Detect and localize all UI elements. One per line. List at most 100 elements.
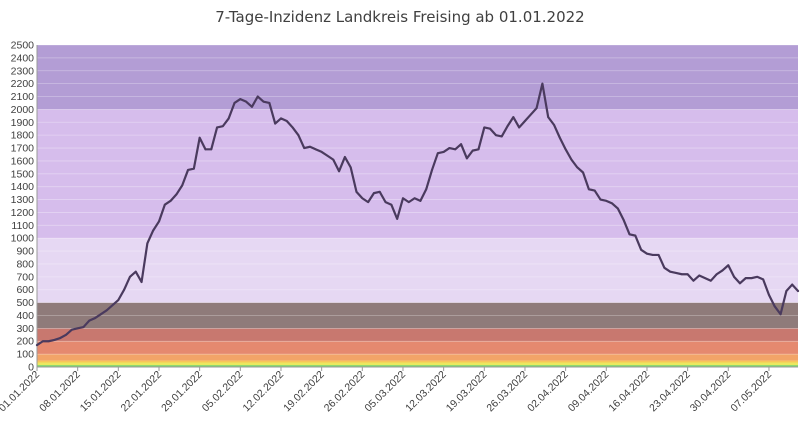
data-point [134,270,137,273]
data-point [227,117,230,120]
incidence-line [35,82,800,347]
band-4 [37,341,798,355]
data-point [355,190,358,193]
data-point [495,134,497,137]
y-tick-label: 2400 [11,52,35,64]
data-point [70,328,73,331]
data-point [773,305,776,308]
data-point [105,309,108,312]
data-point [390,203,393,206]
x-tick-label: 16.04.2022 [606,369,652,415]
data-point [460,143,462,146]
data-point [669,270,672,273]
data-point [593,189,596,192]
data-point [204,148,207,151]
data-point [158,220,160,223]
data-point [343,156,346,158]
data-point [733,275,735,278]
data-point [739,282,741,285]
data-point [448,147,451,149]
data-point [152,229,155,232]
y-tick-label: 2300 [11,65,35,77]
data-point [454,148,457,151]
series-layer [35,82,800,347]
data-point [715,273,718,276]
data-point [587,188,590,191]
y-tick-label: 1300 [11,194,35,206]
data-point [506,125,509,128]
x-tick-label: 08.01.2022 [37,369,83,415]
band-2 [37,360,798,363]
data-point [163,203,166,206]
x-tick-label: 12.03.2022 [403,369,449,415]
data-point [47,340,50,343]
data-point [94,317,96,319]
data-point [407,201,410,204]
data-point [140,281,143,283]
y-tick-label: 1100 [11,220,34,232]
y-tick-label: 1700 [11,143,35,155]
band-0 [37,365,798,367]
data-point [477,148,480,151]
x-tick-label: 09.04.2022 [566,369,612,415]
data-point [436,152,439,155]
data-point [698,274,701,277]
data-point [564,148,567,151]
data-point [338,170,340,173]
x-tick-labels: 01.01.202208.01.202215.01.202222.01.2022… [0,369,774,415]
data-point [657,254,660,256]
data-point [727,264,730,267]
data-point [576,166,579,169]
data-point [541,82,544,85]
data-point [402,197,404,200]
data-point [198,136,201,139]
y-tick-label: 200 [16,336,34,348]
x-tick-label: 05.03.2022 [362,369,408,415]
data-point [547,116,550,119]
data-point [617,207,619,210]
chart-title: 7-Tage-Inzidenz Landkreis Freising ab 01… [215,8,585,26]
data-point [465,157,468,160]
x-tick-label: 05.02.2022 [200,369,246,415]
data-point [663,266,666,269]
data-point [558,136,561,139]
data-point [744,277,747,280]
data-point [146,242,149,245]
band-8 [37,109,798,239]
data-point [181,184,184,187]
data-point [262,100,265,103]
data-point [251,105,253,108]
y-tick-label: 700 [16,271,34,283]
data-point [82,326,85,328]
data-point [396,217,399,220]
y-tick-label: 1500 [11,168,35,180]
band-6 [37,302,798,329]
data-point [431,169,433,171]
data-point [704,277,706,280]
x-tick-label: 07.05.2022 [728,369,774,415]
y-tick-label: 100 [16,349,34,361]
y-tick-label: 500 [16,297,34,309]
y-tick-label: 1800 [11,130,35,142]
data-point [256,95,259,98]
data-point [779,313,782,316]
data-point [570,158,573,161]
data-point [599,198,602,201]
y-tick-labels: 0100200300400500600700800900100011001200… [11,40,35,374]
data-point [675,272,677,274]
x-tick-label: 19.02.2022 [281,369,327,415]
data-point [88,319,91,322]
background-bands [37,45,798,367]
data-point [41,340,44,343]
data-point [36,344,38,346]
y-tick-label: 800 [16,258,34,270]
data-point [245,100,248,103]
x-tick-label: 12.02.2022 [240,369,286,415]
data-point [535,107,538,110]
x-tick-label: 30.04.2022 [688,369,734,415]
data-point [123,288,126,291]
data-point [291,126,294,129]
data-point [239,98,242,100]
data-point [268,102,271,104]
